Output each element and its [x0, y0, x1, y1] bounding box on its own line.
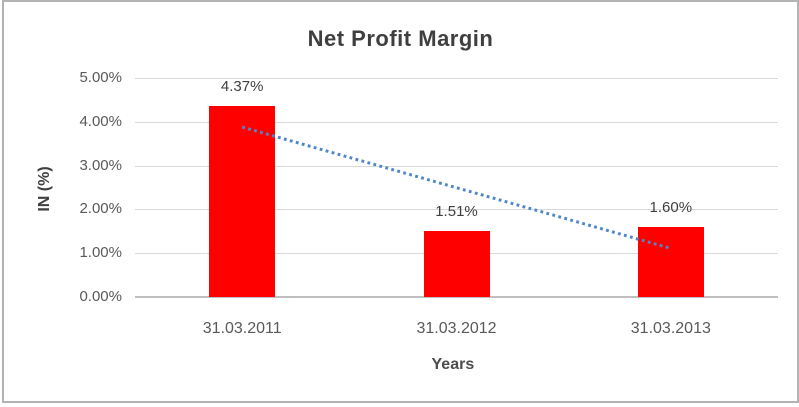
data-label: 1.60%: [649, 198, 693, 216]
x-category-label: 31.03.2011: [202, 320, 282, 337]
y-tick-label: 4.00%: [79, 112, 122, 130]
data-label: 1.51%: [435, 202, 478, 220]
bar-31.03.2012: [423, 230, 490, 297]
y-tick-label: 3.00%: [79, 156, 122, 174]
x-category-label: 31.03.2012: [416, 320, 497, 337]
gridline: [135, 121, 778, 123]
bar-31.03.2011: [209, 105, 276, 297]
gridline: [135, 78, 778, 79]
x-axis-line: [135, 296, 778, 298]
x-category-label: 31.03.2013: [630, 320, 711, 337]
y-tick-label: 0.00%: [79, 288, 122, 305]
y-tick-label: 1.00%: [79, 244, 122, 262]
y-tick-label: 2.00%: [79, 200, 122, 218]
bar-31.03.2013: [637, 226, 704, 297]
y-tick-label: 5.00%: [79, 69, 122, 86]
data-label: 4.37%: [220, 77, 264, 95]
chart-title: Net Profit Margin: [307, 26, 494, 51]
x-axis-title: Years: [431, 356, 475, 373]
